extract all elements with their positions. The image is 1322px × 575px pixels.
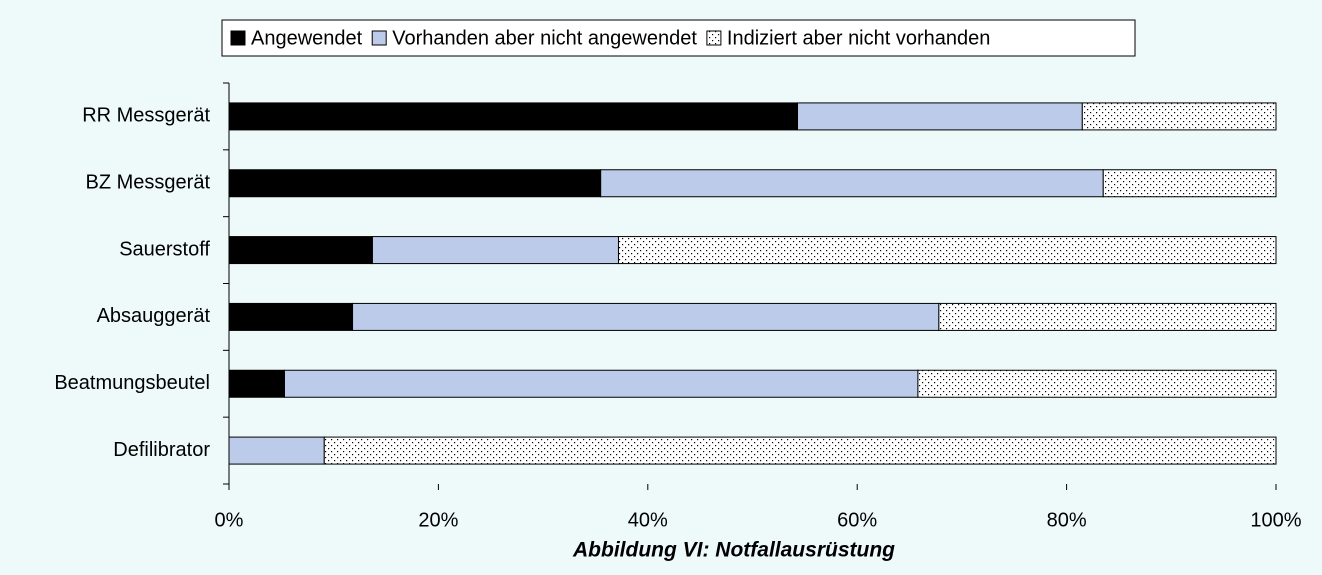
bar-segment [323, 436, 1277, 465]
y-tick-label: BZ Messgerät [86, 172, 211, 194]
legend-label: Angewendet [251, 27, 363, 49]
legend-swatch [706, 30, 722, 46]
bar-segment [228, 236, 373, 265]
y-tick-label: Absauggerät [97, 305, 211, 327]
bar-segment [371, 236, 619, 265]
bar-segment [228, 302, 354, 331]
x-tick-label: 100% [1250, 509, 1301, 531]
y-tick-label: RR Messgerät [82, 105, 210, 127]
x-tick-label: 60% [837, 509, 877, 531]
chart-title: Abbildung VI: Notfallausrüstung [572, 539, 895, 562]
x-tick-label: 0% [215, 509, 244, 531]
bar-segment [228, 169, 602, 198]
bar-segment [617, 236, 1277, 265]
bar-segment [1102, 169, 1277, 198]
bar-segment [600, 169, 1104, 198]
bar-segment [1081, 102, 1277, 131]
legend-label: Vorhanden aber nicht angewendet [392, 27, 697, 49]
bar-segment [797, 102, 1083, 131]
y-tick-label: Sauerstoff [119, 238, 210, 260]
legend-swatch [371, 30, 387, 46]
bar-segment [228, 436, 325, 465]
x-tick-label: 40% [628, 509, 668, 531]
bar-segment [228, 369, 285, 398]
y-tick-label: Beatmungsbeutel [54, 372, 210, 394]
bar-segment [352, 302, 940, 331]
y-tick-label: Defilibrator [113, 439, 210, 461]
bar-segment [917, 369, 1277, 398]
bar-segment [228, 102, 799, 131]
legend-swatch [230, 30, 246, 46]
x-tick-label: 80% [1047, 509, 1087, 531]
bar-segment [938, 302, 1277, 331]
legend-label: Indiziert aber nicht vorhanden [727, 27, 991, 49]
bar-segment [283, 369, 919, 398]
x-tick-label: 20% [418, 509, 458, 531]
